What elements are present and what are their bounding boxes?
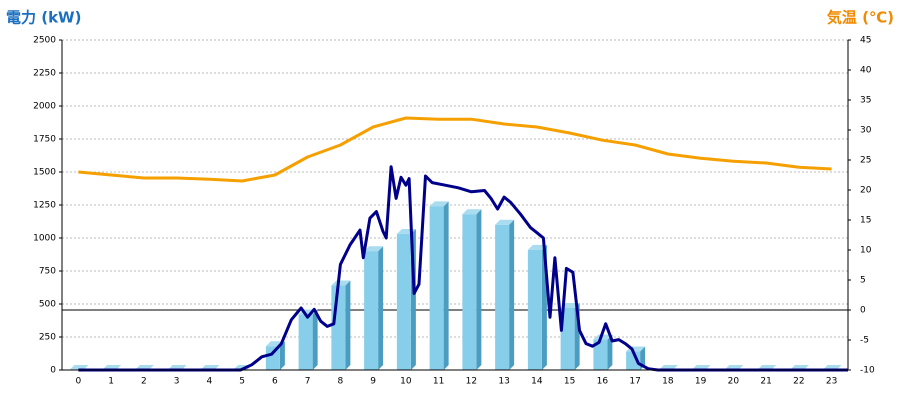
x-tick-label: 21 <box>760 377 771 387</box>
line <box>78 116 832 183</box>
y2-tick-label: 15 <box>860 216 871 226</box>
x-tick-label: 11 <box>433 377 444 387</box>
y-tick-label: 2500 <box>33 36 56 46</box>
x-tick-label: 10 <box>400 377 412 387</box>
x-tick-label: 19 <box>695 377 707 387</box>
bar <box>527 244 547 370</box>
y-tick-label: 1500 <box>33 168 56 178</box>
bar <box>331 280 351 370</box>
x-tick-label: 4 <box>207 377 213 387</box>
x-tick-label: 22 <box>793 377 804 387</box>
y-tick-label: 1750 <box>33 135 56 145</box>
y-tick-label: 750 <box>39 267 56 277</box>
x-tick-label: 3 <box>174 377 180 387</box>
y-tick-label: 0 <box>50 366 56 376</box>
x-tick-label: 5 <box>239 377 245 387</box>
x-tick-label: 17 <box>629 377 640 387</box>
y2-tick-label: 0 <box>860 306 866 316</box>
y-tick-label: 250 <box>39 333 56 343</box>
x-tick-label: 23 <box>826 377 837 387</box>
bar <box>593 334 613 370</box>
x-tick-label: 20 <box>728 377 740 387</box>
x-tick-label: 6 <box>272 377 278 387</box>
x-tick-label: 7 <box>305 377 311 387</box>
x-tick-label: 14 <box>531 377 543 387</box>
x-tick-label: 15 <box>564 377 575 387</box>
y2-tick-label: 40 <box>860 66 872 76</box>
y2-tick-label: 5 <box>860 276 866 286</box>
line <box>78 165 848 372</box>
left-axis-title: 電力 (kW) <box>6 9 81 27</box>
y2-tick-label: 45 <box>860 36 871 46</box>
x-tick-label: 8 <box>338 377 344 387</box>
bar <box>462 209 482 370</box>
x-tick-label: 2 <box>141 377 147 387</box>
x-tick-label: 0 <box>76 377 82 387</box>
x-tick-label: 18 <box>662 377 674 387</box>
y-tick-label: 2250 <box>33 69 56 79</box>
y-tick-label: 500 <box>39 300 56 310</box>
bar <box>429 201 449 370</box>
y2-tick-label: -5 <box>860 336 869 346</box>
bar <box>495 219 515 370</box>
x-tick-label: 12 <box>466 377 477 387</box>
y-tick-label: 2000 <box>33 102 56 112</box>
y2-tick-label: 10 <box>860 246 872 256</box>
y2-tick-label: 35 <box>860 96 871 106</box>
bar <box>265 341 285 370</box>
y2-tick-label: 20 <box>860 186 872 196</box>
x-tick-label: 13 <box>498 377 509 387</box>
x-tick-label: 16 <box>597 377 609 387</box>
bar <box>364 246 384 370</box>
y-tick-label: 1250 <box>33 201 56 211</box>
y2-tick-label: -10 <box>860 366 875 376</box>
bar <box>298 309 318 370</box>
right-axis-title: 気温 (℃) <box>827 9 894 27</box>
x-tick-label: 9 <box>370 377 376 387</box>
y-tick-label: 1000 <box>33 234 56 244</box>
bar <box>396 229 416 370</box>
y2-tick-label: 25 <box>860 156 871 166</box>
x-tick-label: 1 <box>108 377 114 387</box>
y2-tick-label: 30 <box>860 126 872 136</box>
